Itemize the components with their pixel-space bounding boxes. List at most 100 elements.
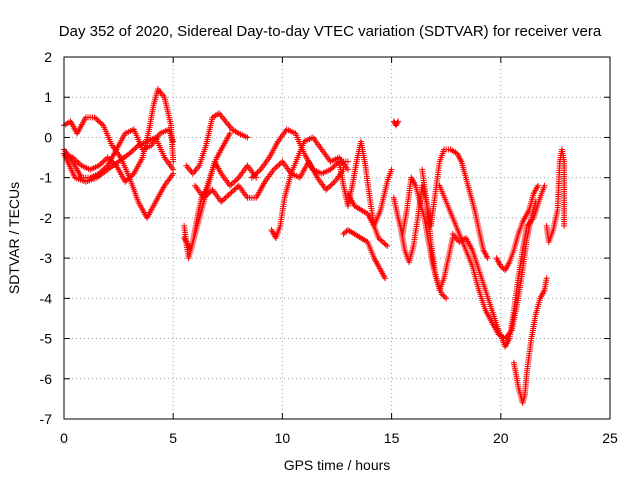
data-point: [484, 255, 491, 262]
data-point: [232, 185, 239, 192]
data-point: [129, 147, 136, 154]
x-tick-label: 5: [169, 430, 177, 446]
data-point: [231, 178, 238, 185]
y-tick-label: -7: [40, 411, 53, 427]
data-point: [330, 163, 337, 170]
x-tick-label: 10: [275, 430, 291, 446]
data-point: [395, 118, 402, 125]
data-point: [275, 162, 282, 169]
data-point: [534, 182, 541, 189]
y-tick-label: -2: [40, 210, 53, 226]
data-point: [440, 292, 447, 299]
data-point: [327, 182, 334, 189]
x-axis-label: GPS time / hours: [284, 457, 391, 473]
data-point: [328, 181, 335, 188]
data-point: [344, 166, 351, 173]
data-point: [330, 180, 337, 187]
data-point: [219, 197, 226, 204]
data-point: [205, 190, 212, 197]
data-point: [561, 222, 568, 229]
data-point: [98, 159, 105, 166]
data-point: [276, 161, 283, 168]
data-point: [226, 190, 233, 197]
data-point: [127, 173, 134, 180]
data-point: [382, 275, 389, 282]
data-point: [234, 176, 241, 183]
data-point: [95, 118, 102, 125]
data-point: [100, 158, 107, 165]
data-point: [254, 169, 261, 176]
data-point: [382, 241, 389, 248]
y-axis-label: SDTVAR / TECUs: [6, 182, 22, 294]
chart-title: Day 352 of 2020, Sidereal Day-to-day VTE…: [59, 23, 602, 40]
data-point: [438, 291, 445, 298]
x-tick-label: 15: [384, 430, 400, 446]
data-point: [129, 171, 136, 178]
y-tick-label: -5: [40, 331, 53, 347]
data-point: [541, 182, 548, 189]
data-point: [91, 114, 98, 121]
data-point: [384, 243, 391, 250]
data-point: [203, 192, 210, 199]
data-point: [221, 196, 228, 203]
data-point: [228, 189, 235, 196]
y-tick-label: -6: [40, 371, 53, 387]
data-point: [93, 115, 100, 122]
data-point: [497, 263, 504, 270]
data-point: [328, 165, 335, 172]
data-point: [393, 121, 400, 128]
data-point: [133, 143, 140, 150]
data-point: [125, 176, 132, 183]
data-point: [499, 264, 506, 271]
y-tick-label: 2: [44, 49, 52, 65]
data-point: [122, 178, 129, 185]
data-point: [327, 166, 334, 173]
data-point: [388, 166, 395, 173]
data-point: [77, 161, 84, 168]
x-tick-label: 20: [493, 430, 509, 446]
data-point: [170, 138, 177, 145]
data-point: [272, 165, 279, 172]
data-point: [251, 171, 258, 178]
x-tick-label: 0: [60, 430, 68, 446]
data-point: [97, 161, 104, 168]
data-point: [378, 237, 385, 244]
data-point: [126, 150, 133, 157]
data-point: [231, 186, 238, 193]
data-point: [340, 230, 347, 237]
data-point: [270, 166, 277, 173]
y-tick-label: -3: [40, 250, 53, 266]
data-point: [253, 170, 260, 177]
data-point: [95, 162, 102, 169]
data-point: [228, 181, 235, 188]
data-point: [202, 193, 209, 200]
x-tick-label: 25: [602, 430, 618, 446]
data-point: [342, 229, 349, 236]
data-point: [331, 162, 338, 169]
data-point: [170, 166, 177, 173]
data-point: [224, 193, 231, 200]
data-point: [323, 186, 330, 193]
data-point: [126, 174, 133, 181]
data-series-points: [61, 86, 568, 406]
data-point: [132, 145, 139, 152]
plot-frame: [63, 56, 611, 420]
data-point: [273, 163, 280, 170]
data-point: [244, 134, 251, 141]
data-point: [344, 158, 351, 165]
data-point: [97, 119, 104, 126]
data-point: [392, 122, 399, 129]
data-point: [381, 240, 388, 247]
y-tick-label: 0: [44, 129, 52, 145]
data-point: [170, 158, 177, 165]
data-point: [225, 192, 232, 199]
data-point: [229, 180, 236, 187]
data-point: [443, 295, 450, 302]
data-point: [229, 188, 236, 195]
y-tick-label: 1: [44, 89, 52, 105]
data-point: [394, 119, 401, 126]
data-point: [98, 121, 105, 128]
data-point: [376, 236, 383, 243]
data-point: [123, 177, 130, 184]
